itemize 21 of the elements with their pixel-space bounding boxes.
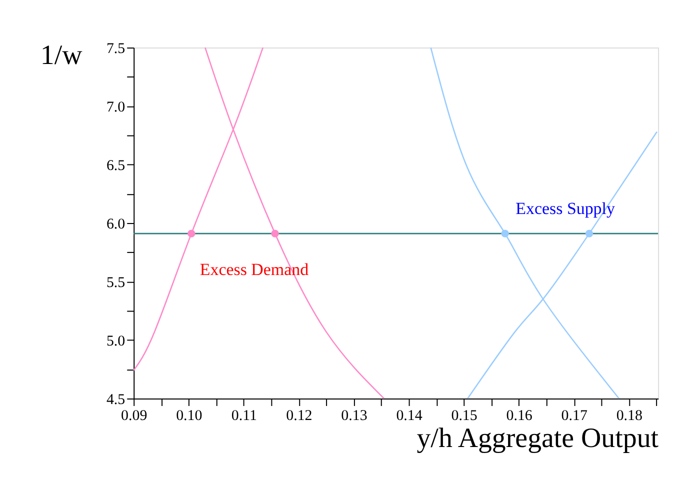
x-tick-label: 0.11 [231, 408, 257, 424]
y-tick-label: 7.5 [106, 41, 126, 58]
x-tick-label: 0.12 [286, 408, 312, 424]
y-tick-label: 6.5 [106, 158, 126, 174]
x-tick-label: 0.18 [616, 408, 642, 424]
y-tick-label: 5.5 [106, 275, 126, 291]
x-tick-label: 0.10 [176, 408, 202, 424]
x-axis-title: y/h Aggregate Output [416, 422, 659, 454]
y-tick-label: 6.0 [106, 216, 126, 233]
x-tick-label: 0.17 [561, 408, 588, 424]
annotation: Excess Demand [200, 260, 310, 279]
y-tick-label: 4.5 [106, 392, 126, 408]
x-tick-label: 0.14 [396, 408, 423, 424]
y-tick-label: 7.0 [106, 100, 126, 116]
y-axis-title: 1/w [40, 40, 84, 71]
x-tick-label: 0.13 [341, 408, 368, 424]
x-tick-label: 0.15 [451, 408, 478, 424]
annotation: Excess Supply [516, 199, 616, 218]
x-tick-label: 0.16 [506, 408, 533, 424]
x-tick-label: 0.09 [121, 408, 148, 424]
y-tick-label: 5.0 [106, 333, 126, 350]
